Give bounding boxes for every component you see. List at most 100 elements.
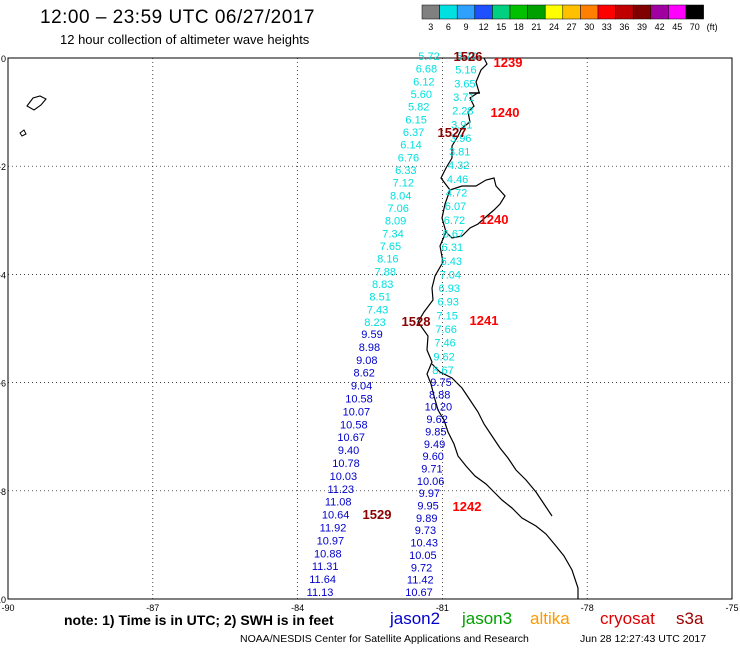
colorbar-label: 70 [690,22,700,32]
wave-height-label: 2.28 [452,106,473,118]
wave-height-label: 6.31 [442,242,463,254]
legend-note: note: 1) Time is in UTC; 2) SWH is in fe… [64,612,334,628]
wave-height-label: 6.14 [400,140,421,152]
wave-height-label: 6.93 [439,283,460,295]
legend-altika: altika [530,609,570,628]
wave-height-label: 11.92 [320,523,347,535]
colorbar-swatch [597,4,616,20]
y-tick-label: -2 [0,162,6,172]
wave-height-label: 6.12 [413,76,434,88]
wave-height-label: 6.76 [398,152,419,164]
wave-height-label: 6.43 [441,256,462,268]
wave-height-label: 4.72 [446,188,467,200]
wave-height-label: 10.05 [409,550,437,562]
wave-height-label: 7.43 [367,304,388,316]
wave-height-label: 9.40 [338,445,359,457]
wave-height-label: 6.67 [443,228,464,240]
wave-height-label: 9.97 [419,488,440,500]
legend-jason2: jason2 [390,609,441,628]
wave-height-label: 9.85 [425,426,446,438]
jason2-pass-time: 1528 [402,314,431,329]
colorbar-swatch [439,4,458,20]
colorbar-label: 3 [428,22,433,32]
wave-height-label: 10.03 [330,471,358,483]
wave-height-label: 8.67 [432,365,453,377]
colorbar-label: 18 [514,22,524,32]
wave-height-label: 11.31 [312,561,339,573]
wave-height-label: 6.15 [405,114,426,126]
wave-height-label: 4.46 [447,174,468,186]
colorbar-label: 33 [602,22,612,32]
colorbar-label: 36 [619,22,629,32]
wave-height-label: 3.91 [451,119,472,131]
wave-height-label: 11.64 [309,574,336,586]
wave-height-label: 8.83 [372,279,393,291]
pass-time-labels: 1526 1527 1528 1529 1239 1240 1240 1241 1242 [363,49,523,522]
wave-height-label: 7.34 [382,228,403,240]
axis-ticks: -90 -87 -84 -81 -78 -75 0 -2 -4 -6 -8 -10 [0,54,739,613]
wave-height-label: 9.73 [415,525,436,537]
colorbar-swatch [474,4,493,20]
wave-height-label: 7.06 [387,203,408,215]
colorbar-swatch [456,4,476,20]
wave-height-label: 7.46 [434,338,455,350]
colorbar-swatch [421,4,440,20]
wave-height-label: 9.95 [417,501,438,513]
colorbar-label: 12 [479,22,489,32]
wave-height-label: 8.09 [385,216,406,228]
colorbar-label: 9 [463,22,468,32]
wave-height-label: 10.58 [345,394,373,406]
jason2-pass-time: 1529 [363,507,392,522]
colorbar-swatch [668,4,687,20]
colorbar: 3 6 9 12 15 18 21 24 27 30 33 36 39 42 45 70 (ft) [421,4,718,32]
legend-jason3: jason3 [462,609,513,628]
map-grid [8,58,732,599]
wave-height-label: 8.04 [390,190,411,202]
wave-height-label: 7.15 [436,310,457,322]
coastline-mainland [417,57,579,599]
jason3-track-nearshore: 5.79 5.163.65 3.71 2.283.91 3.96 3.814.32 4.46… [432,51,477,377]
wave-height-label: 10.06 [417,476,445,488]
colorbar-label: 24 [549,22,559,32]
footer-credit: NOAA/NESDIS Center for Satellite Applica… [240,633,529,645]
colorbar-label: 45 [672,22,682,32]
colorbar-swatch [650,4,669,20]
x-tick-label: -90 [1,603,14,613]
wave-height-label: 8.98 [359,342,380,354]
colorbar-label: 42 [655,22,665,32]
y-tick-label: -8 [0,487,6,497]
jason2-pass-time: 1526 [454,49,483,64]
colorbar-swatch [685,4,704,20]
wave-height-label: 7.88 [375,266,396,278]
legend-cryosat: cryosat [600,609,655,628]
coastline-inner [431,363,553,517]
colorbar-label: 39 [637,22,647,32]
colorbar-swatch [580,4,599,20]
wave-height-label: 9.75 [430,377,451,389]
wave-height-label: 4.32 [448,160,469,172]
jason3-pass-time: 1240 [480,212,509,227]
wave-height-label: 10.58 [340,419,368,431]
wave-height-label: 8.16 [377,254,398,266]
colorbar-label: 6 [446,22,451,32]
jason3-pass-time: 1242 [453,499,482,514]
coastline [19,57,579,599]
wave-height-label: 6.37 [403,127,424,139]
colorbar-swatch [562,4,581,20]
x-tick-label: -78 [581,603,594,613]
wave-height-label: 8.51 [369,292,390,304]
colorbar-swatch [492,4,511,20]
y-tick-label: -10 [0,595,6,605]
colorbar-label: 15 [496,22,506,32]
wave-height-label: 10.78 [332,458,360,470]
wave-height-label: 8.88 [429,389,450,401]
coastline-gulf [445,177,506,239]
wave-height-label: 5.82 [408,102,429,114]
wave-height-label: 5.60 [411,89,432,101]
wave-height-label: 9.60 [423,451,444,463]
wave-height-label: 10.07 [343,406,371,418]
wave-height-label: 10.64 [322,510,350,522]
wave-height-label: 10.88 [314,548,342,560]
jason2-track-offshore: 9.598.989.088.629.0410.5810.0710.5810.67… [307,329,383,599]
